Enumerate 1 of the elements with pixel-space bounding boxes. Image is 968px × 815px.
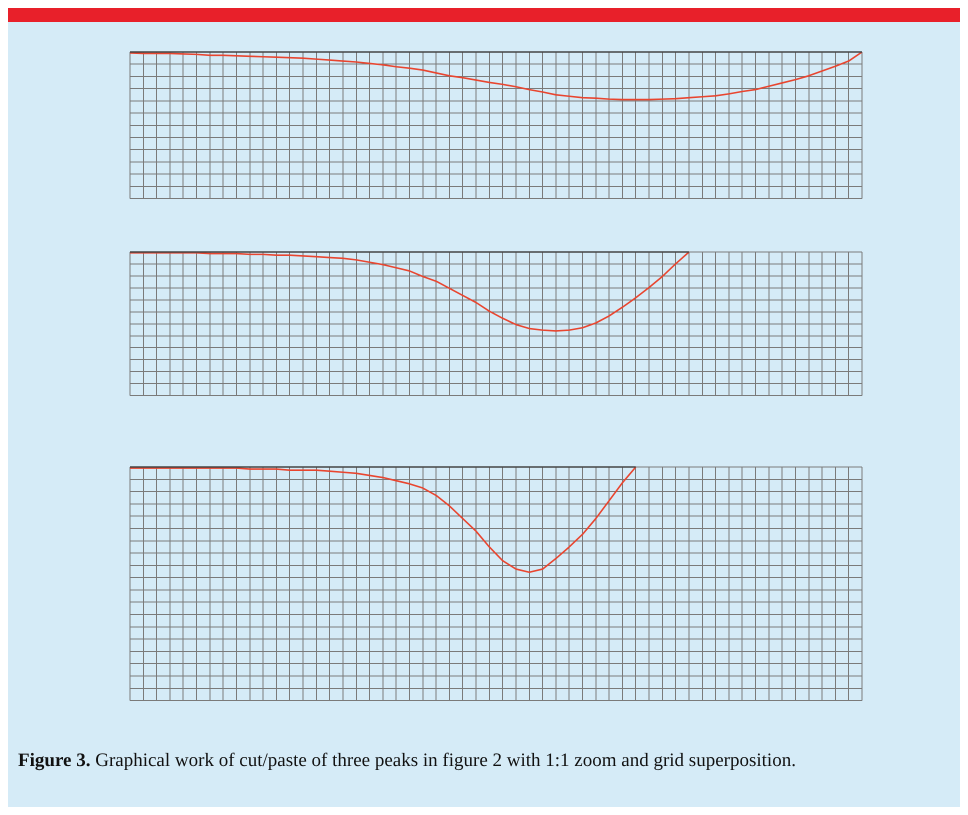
caption: Figure 3. Graphical work of cut/paste of three peaks in figure 2 with 1:1 zoom and grid superposition.	[18, 750, 796, 771]
